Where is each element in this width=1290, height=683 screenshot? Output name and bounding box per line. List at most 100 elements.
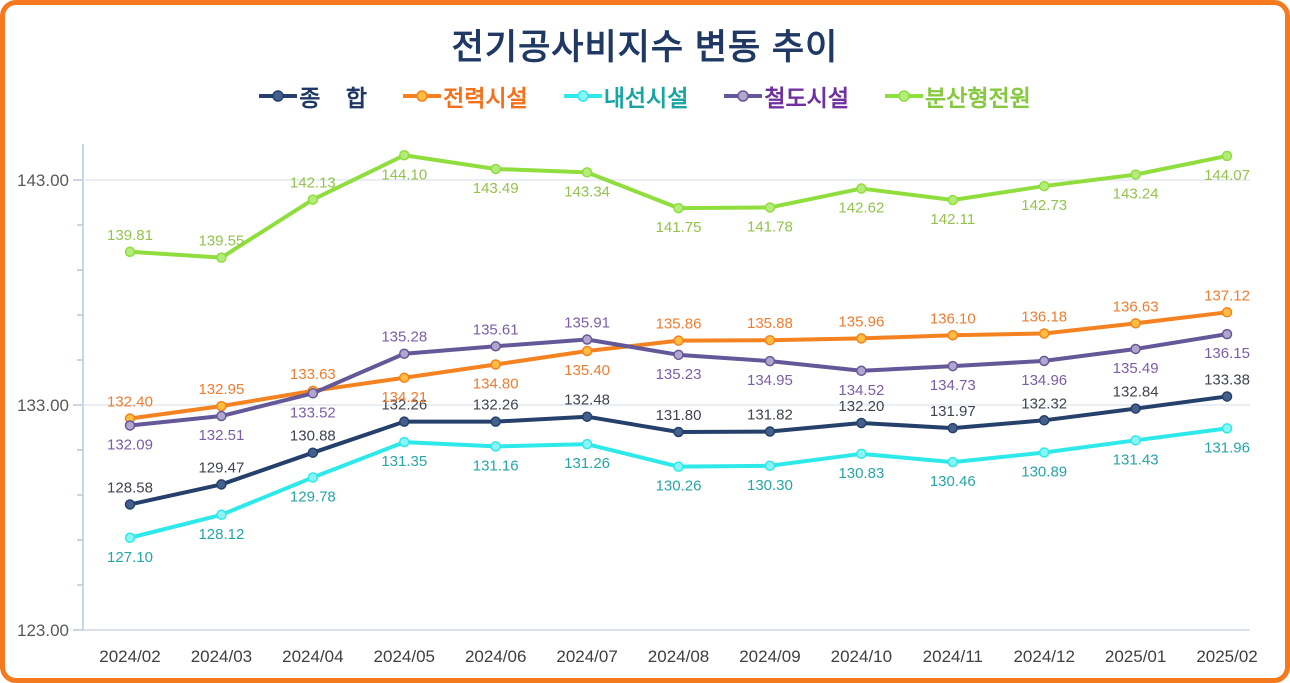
data-point-label: 132.40 <box>107 394 153 411</box>
data-point-marker <box>1221 307 1233 318</box>
series-2: 127.10 128.12 129.78 131.35 131.16 131.26 130.… <box>107 423 1250 566</box>
data-point-marker <box>947 360 959 372</box>
data-point-label: 130.30 <box>747 477 793 494</box>
data-point-marker <box>1221 391 1233 402</box>
data-point-label: 137.12 <box>1204 287 1250 304</box>
y-tick-label: 143.00 <box>17 171 69 190</box>
data-point-marker <box>124 499 136 510</box>
data-point-marker <box>947 422 959 434</box>
data-point-label: 142.62 <box>838 200 884 217</box>
data-point-marker <box>216 479 227 490</box>
data-point-marker <box>490 416 501 427</box>
x-tick-label: 2024/08 <box>648 647 709 666</box>
data-point-marker <box>947 194 959 206</box>
data-point-label: 131.43 <box>1113 451 1159 468</box>
data-point-marker <box>1130 435 1141 446</box>
data-point-marker <box>399 348 410 359</box>
data-point-label: 127.10 <box>107 549 153 566</box>
data-point-marker <box>856 333 867 344</box>
data-point-label: 143.24 <box>1113 186 1159 203</box>
series-3: 132.09 132.51 133.52 135.28 135.61 135.91 135.… <box>107 315 1250 454</box>
data-point-label: 133.63 <box>290 366 336 383</box>
data-point-marker <box>216 410 227 422</box>
x-tick-label: 2024/10 <box>831 647 892 666</box>
data-point-marker <box>490 341 501 352</box>
series-0: 128.58 129.47 130.88 132.26 132.26 132.48 131.… <box>107 371 1250 510</box>
data-point-label: 129.47 <box>198 459 244 476</box>
data-point-marker <box>856 365 867 377</box>
data-point-label: 136.15 <box>1204 345 1250 362</box>
legend-marker-icon <box>563 90 602 102</box>
data-point-marker <box>673 461 684 472</box>
data-point-marker <box>581 334 593 345</box>
data-point-label: 135.49 <box>1113 360 1159 377</box>
data-point-label: 144.07 <box>1204 167 1250 184</box>
data-point-label: 131.26 <box>564 455 610 472</box>
data-point-marker <box>1038 180 1050 192</box>
legend-marker-icon <box>403 90 442 102</box>
data-point-marker <box>1221 328 1233 340</box>
legend-label: 분산형전원 <box>925 85 1031 111</box>
data-point-label: 135.28 <box>381 329 427 346</box>
data-point-marker <box>764 334 776 346</box>
data-point-label: 134.96 <box>1021 372 1067 389</box>
legend-label: 내선시설 <box>603 85 689 111</box>
data-point-marker <box>581 411 593 422</box>
data-point-marker <box>947 330 959 341</box>
data-point-label: 132.26 <box>381 397 427 414</box>
data-point-marker <box>490 163 501 175</box>
data-point-label: 136.63 <box>1113 298 1159 315</box>
data-point-label: 142.73 <box>1021 197 1067 214</box>
data-point-label: 135.61 <box>473 321 519 338</box>
data-point-label: 139.81 <box>107 227 153 244</box>
data-point-marker <box>1038 415 1050 426</box>
data-point-label: 131.96 <box>1204 439 1250 456</box>
chart-title: 전기공사비지수 변동 추이 <box>451 28 839 67</box>
data-point-label: 132.32 <box>1021 395 1067 412</box>
legend-label: 철도시설 <box>764 85 849 111</box>
data-point-label: 130.88 <box>290 428 336 445</box>
data-point-label: 132.48 <box>564 392 610 409</box>
data-point-label: 132.51 <box>198 427 244 444</box>
x-tick-label: 2024/04 <box>282 647 343 666</box>
data-point-marker <box>307 388 319 399</box>
data-point-label: 132.95 <box>198 381 244 398</box>
data-point-label: 131.35 <box>381 453 427 470</box>
data-point-marker <box>1038 447 1050 458</box>
data-point-marker <box>764 426 776 437</box>
legend-marker-icon <box>259 90 298 102</box>
x-tick-label: 2024/09 <box>739 647 800 666</box>
data-point-marker <box>764 202 776 213</box>
data-point-label: 134.21 <box>381 389 427 406</box>
data-point-marker <box>1130 318 1141 329</box>
y-tick-label: 133.00 <box>17 396 69 415</box>
data-point-label: 135.23 <box>656 366 702 383</box>
x-tick-label: 2024/07 <box>556 647 617 666</box>
x-tick-label: 2025/02 <box>1196 647 1257 666</box>
data-point-label: 135.40 <box>564 362 610 379</box>
data-point-label: 130.26 <box>656 478 702 495</box>
data-point-marker <box>581 167 593 178</box>
data-point-label: 144.10 <box>381 166 427 183</box>
data-point-marker <box>399 372 410 384</box>
data-point-label: 129.78 <box>290 488 336 505</box>
data-point-marker <box>399 150 410 161</box>
data-point-label: 131.80 <box>656 407 702 424</box>
data-point-label: 134.95 <box>747 372 793 389</box>
x-tick-label: 2024/06 <box>465 647 526 666</box>
line-chart-svg: 143.00 133.00 123.00 2024/02 2024/03 2024/04 2… <box>17 144 1258 666</box>
data-point-label: 142.11 <box>930 211 975 228</box>
legend: 종 합 전력시설 내선시설 철도시설 분산형전원 <box>5 78 1285 114</box>
data-point-marker <box>1038 328 1050 339</box>
data-point-marker <box>307 472 319 483</box>
y-tick-label: 123.00 <box>17 621 69 640</box>
data-point-label: 131.16 <box>473 457 519 474</box>
data-point-marker <box>856 448 867 460</box>
data-point-marker <box>307 447 319 458</box>
data-point-label: 130.89 <box>1021 463 1067 480</box>
data-point-marker <box>1221 150 1233 162</box>
data-point-marker <box>124 420 136 431</box>
data-point-marker <box>673 202 684 214</box>
data-point-label: 130.46 <box>930 473 976 490</box>
